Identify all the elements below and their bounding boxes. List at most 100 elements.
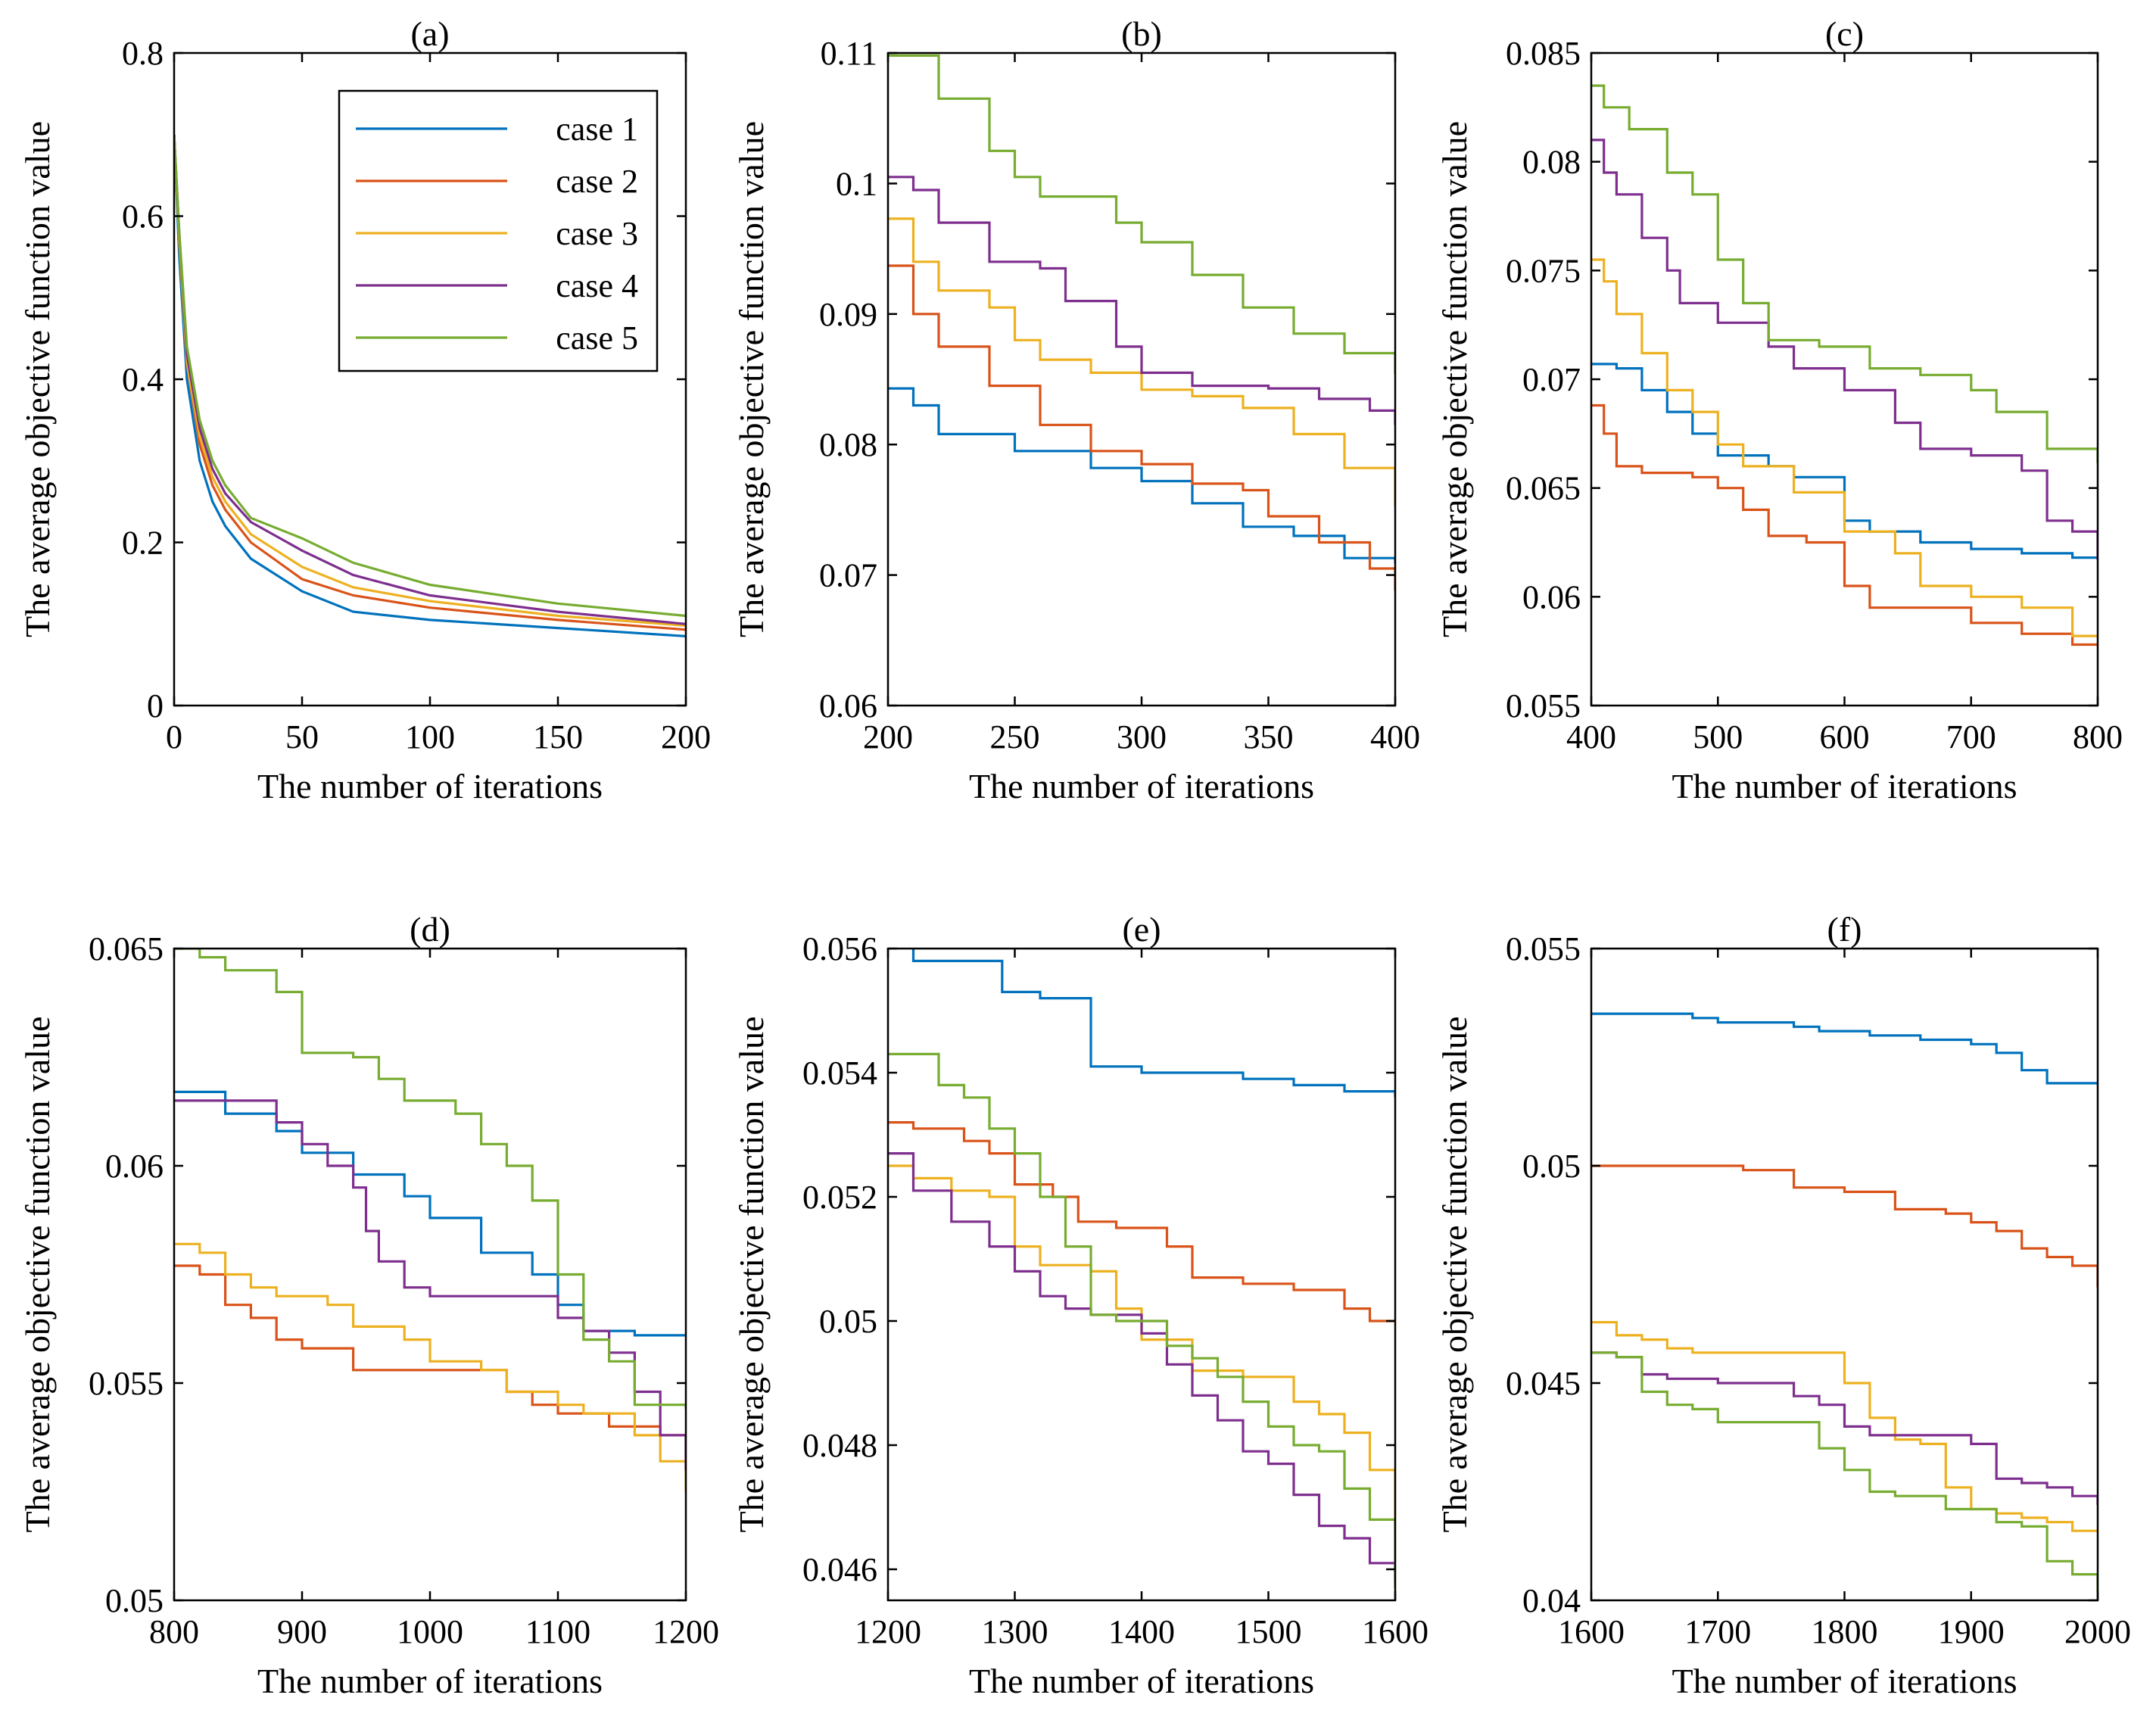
x-tick-label: 50 xyxy=(285,718,319,756)
x-tick-label: 400 xyxy=(1566,718,1616,756)
series-line-case-3 xyxy=(1591,1321,2098,1532)
x-tick-label: 100 xyxy=(405,718,455,756)
series-line-case-2 xyxy=(888,264,1395,591)
series-line-case-5 xyxy=(888,1052,1395,1588)
x-tick-label: 150 xyxy=(533,718,583,756)
x-tick-label: 200 xyxy=(863,718,913,756)
y-axis-label: The average objective function value xyxy=(18,121,57,637)
y-axis-label: The average objective function value xyxy=(1435,1016,1474,1532)
series-line-case-2 xyxy=(888,1121,1395,1323)
chart-title: (a) xyxy=(410,14,449,53)
x-tick-label: 1200 xyxy=(653,1613,719,1650)
y-tick-label: 0.06 xyxy=(105,1148,164,1185)
x-axis-label: The number of iterations xyxy=(257,767,603,805)
series-line-case-1 xyxy=(911,949,1395,1098)
y-tick-label: 0.055 xyxy=(1506,930,1581,967)
legend-label-3: case 3 xyxy=(556,215,638,252)
y-tick-label: 0.06 xyxy=(819,687,877,724)
y-tick-label: 0.055 xyxy=(1506,687,1581,724)
series-line-case-5 xyxy=(1591,84,2098,491)
x-tick-label: 250 xyxy=(990,718,1040,756)
y-tick-label: 0.052 xyxy=(802,1179,877,1216)
x-axis-label: The number of iterations xyxy=(969,1662,1314,1700)
series-line-case-4 xyxy=(1591,1351,2098,1505)
series-line-case-3 xyxy=(888,1164,1395,1532)
x-tick-label: 600 xyxy=(1820,718,1870,756)
series-line-case-4 xyxy=(888,176,1395,425)
legend-box xyxy=(338,89,659,372)
chart-panel-f: 1600 1700 1800 1900 2000 0.04 0.045 0.05 0.055 (f… xyxy=(1435,910,2131,1700)
x-tick-label: 700 xyxy=(1946,718,1996,756)
y-tick-label: 0.05 xyxy=(1522,1148,1581,1185)
y-tick-label: 0.05 xyxy=(105,1582,164,1619)
chart-panel-c: 400 500 600 700 800 0.055 0.06 0.065 0.07 0.075 0.… xyxy=(1435,14,2123,805)
y-tick-label: 0.054 xyxy=(802,1055,877,1092)
y-tick-label: 0.045 xyxy=(1506,1365,1581,1402)
x-tick-label: 1800 xyxy=(1812,1613,1878,1650)
y-tick-label: 0.11 xyxy=(821,35,877,72)
series-line-case-1 xyxy=(1591,1012,2098,1085)
x-tick-label: 1300 xyxy=(982,1613,1048,1650)
legend-label-1: case 1 xyxy=(556,111,638,148)
chart-panel-d: 800 900 1000 1100 1200 0.05 0.055 0.06 0.065 (d) T… xyxy=(18,910,719,1700)
series-line-case-2 xyxy=(174,1264,686,1470)
y-tick-label: 0.046 xyxy=(802,1551,877,1588)
x-tick-label: 1200 xyxy=(855,1613,921,1650)
series-line-case-5 xyxy=(174,949,686,1410)
y-tick-label: 0.8 xyxy=(122,35,164,72)
y-tick-label: 0.08 xyxy=(819,426,877,463)
x-tick-label: 350 xyxy=(1244,718,1294,756)
y-tick-label: 0.048 xyxy=(802,1427,877,1464)
series-line-case-4 xyxy=(888,1152,1395,1582)
legend: case 1 case 2 case 3 case 4 case 5 xyxy=(338,89,659,372)
chart-title: (d) xyxy=(410,910,450,949)
series-line-case-2 xyxy=(1591,1164,2098,1288)
chart-panel-a: 0 50 100 150 200 0 0.2 0.4 0.6 0.8 (a) The number o… xyxy=(18,14,711,805)
y-tick-label: 0 xyxy=(147,687,164,724)
y-axis-label: The average objective function value xyxy=(1435,121,1474,637)
y-axis-label: The average objective function value xyxy=(18,1016,57,1532)
series-line-case-2 xyxy=(1591,403,2098,646)
y-tick-label: 0.055 xyxy=(89,1365,164,1402)
x-axis-label: The number of iterations xyxy=(1672,1662,2017,1700)
plot-area-frame xyxy=(1590,947,2099,1602)
x-tick-label: 900 xyxy=(277,1613,327,1650)
x-tick-label: 1600 xyxy=(1362,1613,1429,1650)
y-tick-label: 0.056 xyxy=(802,930,877,967)
legend-label-5: case 5 xyxy=(556,319,638,357)
chart-panel-e: 1200 1300 1400 1500 1600 0.046 0.048 0.05 0.052 0… xyxy=(732,910,1429,1700)
y-tick-label: 0.065 xyxy=(1506,470,1581,507)
y-tick-label: 0.08 xyxy=(1522,144,1581,181)
y-tick-label: 0.085 xyxy=(1506,35,1581,72)
x-tick-label: 500 xyxy=(1693,718,1743,756)
y-tick-label: 0.6 xyxy=(122,198,164,235)
legend-label-4: case 4 xyxy=(556,267,638,304)
series-line-case-3 xyxy=(888,217,1395,506)
y-axis-label: The average objective function value xyxy=(732,1016,771,1532)
y-tick-label: 0.1 xyxy=(836,165,877,202)
x-tick-label: 1700 xyxy=(1684,1613,1751,1650)
series-line-case-5 xyxy=(174,134,686,618)
y-tick-label: 0.065 xyxy=(89,930,164,967)
x-tick-label: 300 xyxy=(1117,718,1167,756)
y-tick-label: 0.05 xyxy=(819,1303,877,1340)
x-tick-label: 1900 xyxy=(1938,1613,2005,1650)
y-tick-label: 0.2 xyxy=(122,525,164,562)
x-tick-label: 400 xyxy=(1370,718,1420,756)
x-tick-label: 200 xyxy=(661,718,711,756)
x-tick-label: 800 xyxy=(2073,718,2123,756)
series-line-case-1 xyxy=(174,1090,686,1337)
series-line-case-5 xyxy=(888,54,1395,374)
legend-label-2: case 2 xyxy=(556,163,638,200)
series-line-case-4 xyxy=(174,1099,686,1470)
chart-title: (c) xyxy=(1825,14,1864,53)
x-axis-label: The number of iterations xyxy=(969,767,1314,805)
chart-title: (e) xyxy=(1122,910,1161,949)
x-axis-label: The number of iterations xyxy=(1672,767,2017,805)
x-tick-label: 0 xyxy=(166,718,182,756)
y-axis-label: The average objective function value xyxy=(732,121,771,637)
series-line-case-1 xyxy=(888,387,1395,564)
y-tick-label: 0.09 xyxy=(819,296,877,333)
y-tick-label: 0.06 xyxy=(1522,578,1581,615)
